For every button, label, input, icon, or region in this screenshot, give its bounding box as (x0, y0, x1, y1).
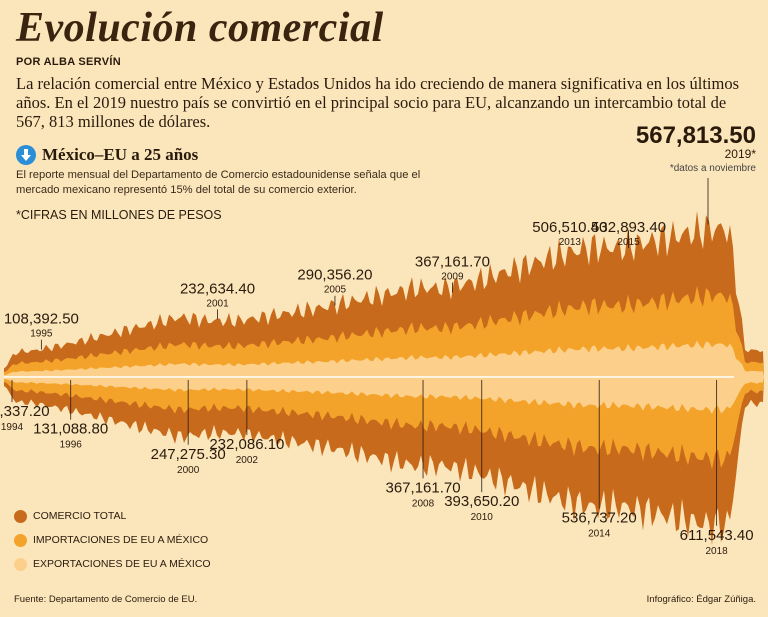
top-year-label: 2009 (441, 272, 464, 283)
top-value-label: 290,356.20 (297, 267, 372, 284)
legend-label-total: COMERCIO TOTAL (33, 510, 127, 522)
top-value-label: 108,392.50 (4, 311, 79, 328)
legend-swatch-total (14, 509, 27, 523)
top-value-label: 232,634.40 (180, 280, 255, 297)
bottom-year-label: 2018 (706, 546, 729, 557)
bottom-year-label: 1994 (1, 422, 24, 433)
bottom-year-label: 2014 (588, 529, 611, 540)
area-exports-top (4, 340, 764, 377)
subhead-text: México–EU a 25 años (42, 145, 199, 164)
bottom-value-label: 611,543.40 (680, 527, 754, 544)
chart-annotations: 108,392.501995232,634.402001290,356.2020… (0, 178, 754, 557)
legend-swatch-exports (14, 557, 27, 571)
source-note: Fuente: Departamento de Comercio de EU. (14, 594, 198, 605)
area-exports-bottom (4, 377, 764, 414)
top-year-label: 2005 (324, 285, 347, 296)
bottom-value-label: 393,650.20 (444, 493, 519, 510)
bottom-value-label: 131,088.80 (33, 421, 108, 438)
top-value-label: 506,510.40 (532, 219, 607, 236)
byline: POR ALBA SERVÍN (16, 56, 121, 68)
arrow-down-icon (16, 145, 36, 165)
top-value-label: 367,161.70 (415, 254, 490, 271)
chart-areas (4, 210, 764, 546)
bottom-value-label: 247,275.30 (151, 446, 226, 463)
headline-year: 2019* (724, 147, 756, 161)
legend-label-exports: EXPORTACIONES DE EU A MÉXICO (33, 558, 211, 570)
subhead-description: El reporte mensual del Departamento de C… (16, 169, 421, 196)
bottom-year-label: 2000 (177, 465, 200, 476)
bottom-value-label: 232,086.10 (209, 436, 284, 453)
bottom-year-label: 2002 (236, 455, 259, 466)
bottom-value-label: 536,737.20 (562, 510, 637, 527)
legend: COMERCIO TOTAL IMPORTACIONES DE EU A MÉX… (14, 504, 211, 576)
legend-label-imports: IMPORTACIONES DE EU A MÉXICO (33, 534, 209, 546)
bottom-year-label: 1996 (60, 440, 83, 451)
legend-item-imports: IMPORTACIONES DE EU A MÉXICO (14, 528, 211, 552)
legend-item-total: COMERCIO TOTAL (14, 504, 211, 528)
top-year-label: 2013 (559, 237, 582, 248)
top-year-label: 1995 (30, 329, 53, 340)
subhead: México–EU a 25 años (16, 145, 198, 165)
top-value-label: 532,893.40 (591, 219, 666, 236)
legend-item-exports: EXPORTACIONES DE EU A MÉXICO (14, 552, 211, 576)
headline-value: 567,813.50 (635, 122, 756, 149)
credit-note: Infográfico: Édgar Zúñiga. (646, 594, 756, 605)
bottom-year-label: 2008 (412, 498, 435, 509)
intro-paragraph: La relación comercial entre México y Est… (16, 74, 740, 131)
top-year-label: 2001 (206, 298, 229, 309)
bottom-value-label: 367,161.70 (386, 479, 461, 496)
legend-swatch-imports (14, 533, 27, 547)
bottom-value-label: 100,337.20 (0, 403, 50, 420)
headline-note: *datos a noviembre (669, 163, 756, 174)
bottom-year-label: 2010 (471, 512, 494, 523)
page-title: Evolución comercial (16, 5, 384, 51)
units-note: *CIFRAS EN MILLONES DE PESOS (16, 208, 222, 222)
